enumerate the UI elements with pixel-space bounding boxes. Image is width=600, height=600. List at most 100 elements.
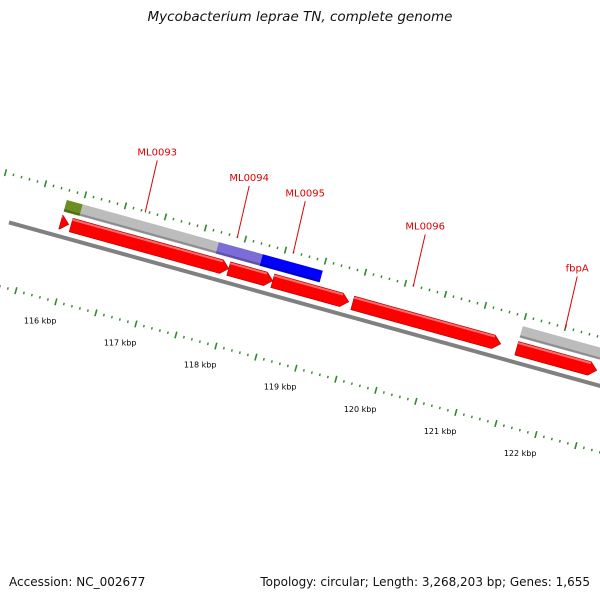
- minor-tick: [172, 217, 175, 221]
- minor-tick: [158, 329, 161, 332]
- minor-tick: [532, 317, 535, 321]
- minor-tick: [22, 291, 25, 295]
- minor-tick: [358, 384, 361, 388]
- leader-line: [292, 201, 306, 254]
- scale-label: 117 kbp: [104, 338, 137, 347]
- cds-arrow: [514, 341, 598, 376]
- cds-highlight: [273, 274, 344, 296]
- major-tick: [83, 191, 88, 199]
- major-tick: [54, 298, 58, 306]
- minor-tick: [180, 219, 183, 223]
- minor-tick: [508, 310, 511, 314]
- minor-tick: [590, 448, 593, 452]
- feature-edge: [215, 251, 261, 266]
- cds-arrow: [58, 215, 70, 230]
- minor-tick: [380, 275, 383, 279]
- gene-label: ML0094: [229, 173, 269, 184]
- major-tick: [43, 180, 48, 188]
- minor-tick: [326, 375, 329, 379]
- major-tick: [214, 342, 218, 350]
- major-tick: [443, 290, 448, 298]
- minor-tick: [348, 266, 351, 270]
- major-tick: [14, 287, 18, 295]
- map-title: Mycobacterium leprae TN, complete genome: [147, 9, 453, 25]
- major-tick: [374, 386, 378, 394]
- minor-tick: [198, 340, 201, 344]
- minor-tick: [422, 402, 425, 405]
- minor-tick: [166, 331, 169, 335]
- minor-tick: [446, 408, 449, 412]
- leader-line: [236, 185, 250, 238]
- cds-arrow: [270, 273, 350, 307]
- minor-tick: [268, 244, 271, 248]
- minor-tick: [212, 228, 215, 232]
- cds-highlight: [229, 262, 268, 275]
- major-tick: [363, 268, 368, 276]
- minor-tick: [428, 288, 431, 292]
- minor-tick: [100, 197, 103, 201]
- minor-tick: [308, 255, 311, 259]
- minor-tick: [222, 346, 225, 350]
- minor-tick: [116, 202, 119, 206]
- minor-tick: [188, 222, 191, 225]
- cds-highlight: [353, 296, 496, 338]
- minor-tick: [332, 262, 335, 265]
- minor-tick: [468, 299, 471, 303]
- cds-highlight: [72, 218, 224, 263]
- major-tick: [174, 331, 178, 339]
- lower-tick-marks: [0, 285, 600, 454]
- minor-tick: [36, 180, 39, 183]
- minor-tick: [108, 200, 111, 203]
- minor-tick: [118, 318, 121, 321]
- minor-tick: [156, 213, 159, 217]
- minor-tick: [70, 304, 73, 308]
- minor-tick: [476, 301, 479, 305]
- feature-block: [259, 254, 323, 283]
- feature-tracks: [58, 200, 600, 376]
- minor-tick: [302, 368, 305, 372]
- minor-tick: [516, 312, 519, 316]
- minor-tick: [220, 231, 223, 234]
- minor-tick: [356, 268, 359, 272]
- minor-tick: [230, 349, 233, 352]
- minor-tick: [46, 298, 49, 301]
- minor-tick: [300, 253, 303, 256]
- leader-line: [412, 234, 426, 287]
- minor-tick: [60, 186, 63, 190]
- major-tick: [403, 279, 408, 287]
- minor-tick: [148, 211, 151, 214]
- feature-edge: [519, 335, 600, 360]
- major-tick: [283, 246, 288, 254]
- minor-tick: [78, 307, 81, 310]
- major-tick: [483, 301, 488, 310]
- minor-tick: [12, 173, 15, 177]
- leader-line: [144, 160, 158, 213]
- minor-tick: [390, 393, 393, 397]
- minor-tick: [246, 353, 249, 357]
- minor-tick: [270, 360, 273, 363]
- minor-tick: [310, 371, 313, 374]
- feature-block: [79, 204, 219, 254]
- minor-tick: [580, 330, 583, 334]
- minor-tick: [52, 184, 55, 188]
- minor-tick: [398, 395, 401, 399]
- major-tick: [523, 312, 528, 321]
- major-tick: [3, 169, 8, 177]
- minor-tick: [596, 335, 599, 338]
- minor-tick: [550, 437, 553, 441]
- minor-tick: [406, 397, 409, 401]
- minor-tick: [62, 302, 65, 306]
- minor-tick: [6, 287, 9, 290]
- scale-label: 119 kbp: [264, 383, 297, 392]
- minor-tick: [318, 373, 321, 377]
- minor-tick: [38, 295, 41, 299]
- minor-tick: [372, 273, 375, 276]
- minor-tick: [420, 286, 423, 290]
- minor-tick: [142, 324, 145, 328]
- minor-tick: [492, 306, 495, 310]
- feature-block: [215, 242, 263, 266]
- minor-tick: [182, 335, 185, 339]
- minor-tick: [350, 382, 353, 386]
- major-tick: [494, 419, 498, 428]
